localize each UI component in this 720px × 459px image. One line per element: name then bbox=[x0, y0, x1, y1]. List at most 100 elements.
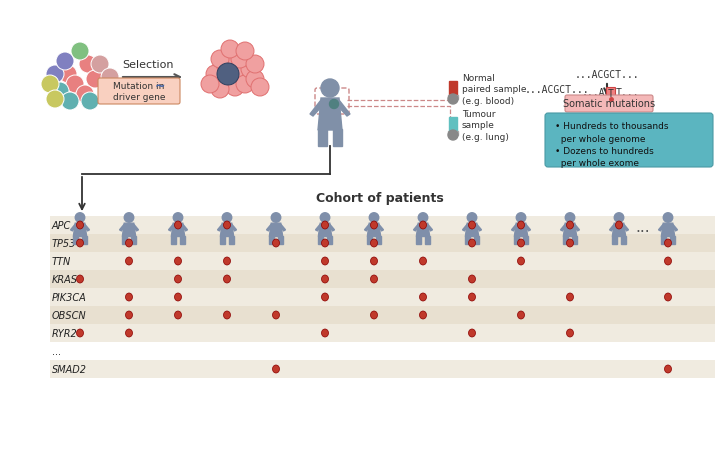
Text: ...ACG: ...ACG bbox=[582, 88, 617, 98]
Polygon shape bbox=[310, 101, 324, 117]
Polygon shape bbox=[220, 236, 225, 245]
Ellipse shape bbox=[420, 311, 426, 319]
Ellipse shape bbox=[420, 293, 426, 302]
Ellipse shape bbox=[174, 275, 181, 283]
Ellipse shape bbox=[665, 257, 672, 265]
Polygon shape bbox=[574, 224, 580, 231]
Text: Normal
paired sample
(e.g. blood): Normal paired sample (e.g. blood) bbox=[462, 73, 526, 106]
Circle shape bbox=[221, 71, 239, 89]
Ellipse shape bbox=[469, 329, 475, 337]
Bar bbox=[50, 342, 715, 360]
Polygon shape bbox=[376, 236, 381, 245]
Ellipse shape bbox=[371, 222, 377, 230]
Bar bbox=[50, 360, 715, 378]
Ellipse shape bbox=[76, 240, 84, 247]
Circle shape bbox=[231, 51, 249, 69]
FancyBboxPatch shape bbox=[545, 114, 713, 168]
Ellipse shape bbox=[272, 365, 279, 373]
Ellipse shape bbox=[223, 275, 230, 283]
Circle shape bbox=[76, 213, 85, 223]
Polygon shape bbox=[465, 236, 470, 245]
Circle shape bbox=[206, 66, 224, 84]
Ellipse shape bbox=[518, 257, 524, 265]
Polygon shape bbox=[476, 224, 482, 231]
Circle shape bbox=[448, 95, 458, 105]
Polygon shape bbox=[623, 224, 629, 231]
Polygon shape bbox=[525, 224, 531, 231]
Polygon shape bbox=[662, 236, 666, 245]
Circle shape bbox=[216, 56, 234, 74]
Text: KRAS: KRAS bbox=[52, 274, 78, 285]
Text: PIK3CA: PIK3CA bbox=[52, 292, 86, 302]
Polygon shape bbox=[220, 224, 234, 237]
Text: T...: T... bbox=[616, 88, 639, 98]
Circle shape bbox=[71, 43, 89, 61]
Polygon shape bbox=[621, 236, 626, 245]
Circle shape bbox=[241, 61, 259, 79]
Polygon shape bbox=[474, 236, 479, 245]
Polygon shape bbox=[416, 224, 430, 237]
Bar bbox=[50, 252, 715, 270]
Text: Cohort of patients: Cohort of patients bbox=[316, 191, 444, 205]
Text: ...ACGCT...: ...ACGCT... bbox=[575, 70, 639, 80]
Circle shape bbox=[46, 66, 64, 84]
Text: • Hundreds to thousands
  per whole genome
• Dozens to hundreds
  per whole exom: • Hundreds to thousands per whole genome… bbox=[555, 122, 668, 168]
Circle shape bbox=[614, 213, 624, 223]
Polygon shape bbox=[315, 224, 321, 231]
Circle shape bbox=[61, 93, 79, 111]
Polygon shape bbox=[662, 224, 675, 237]
Text: TP53: TP53 bbox=[52, 239, 76, 248]
Circle shape bbox=[418, 213, 428, 223]
Ellipse shape bbox=[223, 311, 230, 319]
Circle shape bbox=[221, 41, 239, 59]
Ellipse shape bbox=[469, 293, 475, 302]
Ellipse shape bbox=[174, 222, 181, 230]
Circle shape bbox=[246, 56, 264, 74]
Circle shape bbox=[330, 100, 338, 109]
Ellipse shape bbox=[322, 275, 328, 283]
Polygon shape bbox=[82, 236, 86, 245]
Circle shape bbox=[251, 79, 269, 97]
Polygon shape bbox=[318, 224, 332, 237]
Circle shape bbox=[448, 131, 458, 141]
Ellipse shape bbox=[518, 222, 524, 230]
Ellipse shape bbox=[223, 222, 230, 230]
Polygon shape bbox=[171, 236, 176, 245]
Polygon shape bbox=[367, 224, 381, 237]
Circle shape bbox=[56, 53, 74, 71]
Ellipse shape bbox=[420, 222, 426, 230]
Ellipse shape bbox=[371, 275, 377, 283]
Ellipse shape bbox=[272, 240, 279, 247]
Text: ~: ~ bbox=[155, 79, 166, 92]
Ellipse shape bbox=[371, 311, 377, 319]
Circle shape bbox=[236, 76, 254, 94]
Polygon shape bbox=[427, 224, 433, 231]
Ellipse shape bbox=[420, 257, 426, 265]
Text: TTN: TTN bbox=[52, 257, 71, 266]
Polygon shape bbox=[73, 236, 78, 245]
Ellipse shape bbox=[322, 293, 328, 302]
Circle shape bbox=[320, 213, 330, 223]
Circle shape bbox=[59, 66, 77, 84]
Polygon shape bbox=[670, 236, 675, 245]
Ellipse shape bbox=[469, 222, 475, 230]
Polygon shape bbox=[511, 224, 517, 231]
Polygon shape bbox=[523, 236, 528, 245]
Ellipse shape bbox=[125, 311, 132, 319]
FancyBboxPatch shape bbox=[98, 79, 180, 105]
Circle shape bbox=[201, 76, 219, 94]
Text: Mutation in
driver gene: Mutation in driver gene bbox=[113, 81, 166, 102]
Ellipse shape bbox=[174, 311, 181, 319]
Polygon shape bbox=[122, 224, 135, 237]
Polygon shape bbox=[318, 236, 323, 245]
Text: Tumour
sample
(e.g. lung): Tumour sample (e.g. lung) bbox=[462, 109, 509, 142]
Ellipse shape bbox=[272, 311, 279, 319]
Circle shape bbox=[516, 213, 526, 223]
Polygon shape bbox=[229, 236, 234, 245]
FancyBboxPatch shape bbox=[606, 88, 616, 99]
Polygon shape bbox=[612, 224, 626, 237]
Polygon shape bbox=[367, 236, 372, 245]
Ellipse shape bbox=[174, 293, 181, 302]
Circle shape bbox=[66, 76, 84, 94]
Polygon shape bbox=[462, 224, 468, 231]
